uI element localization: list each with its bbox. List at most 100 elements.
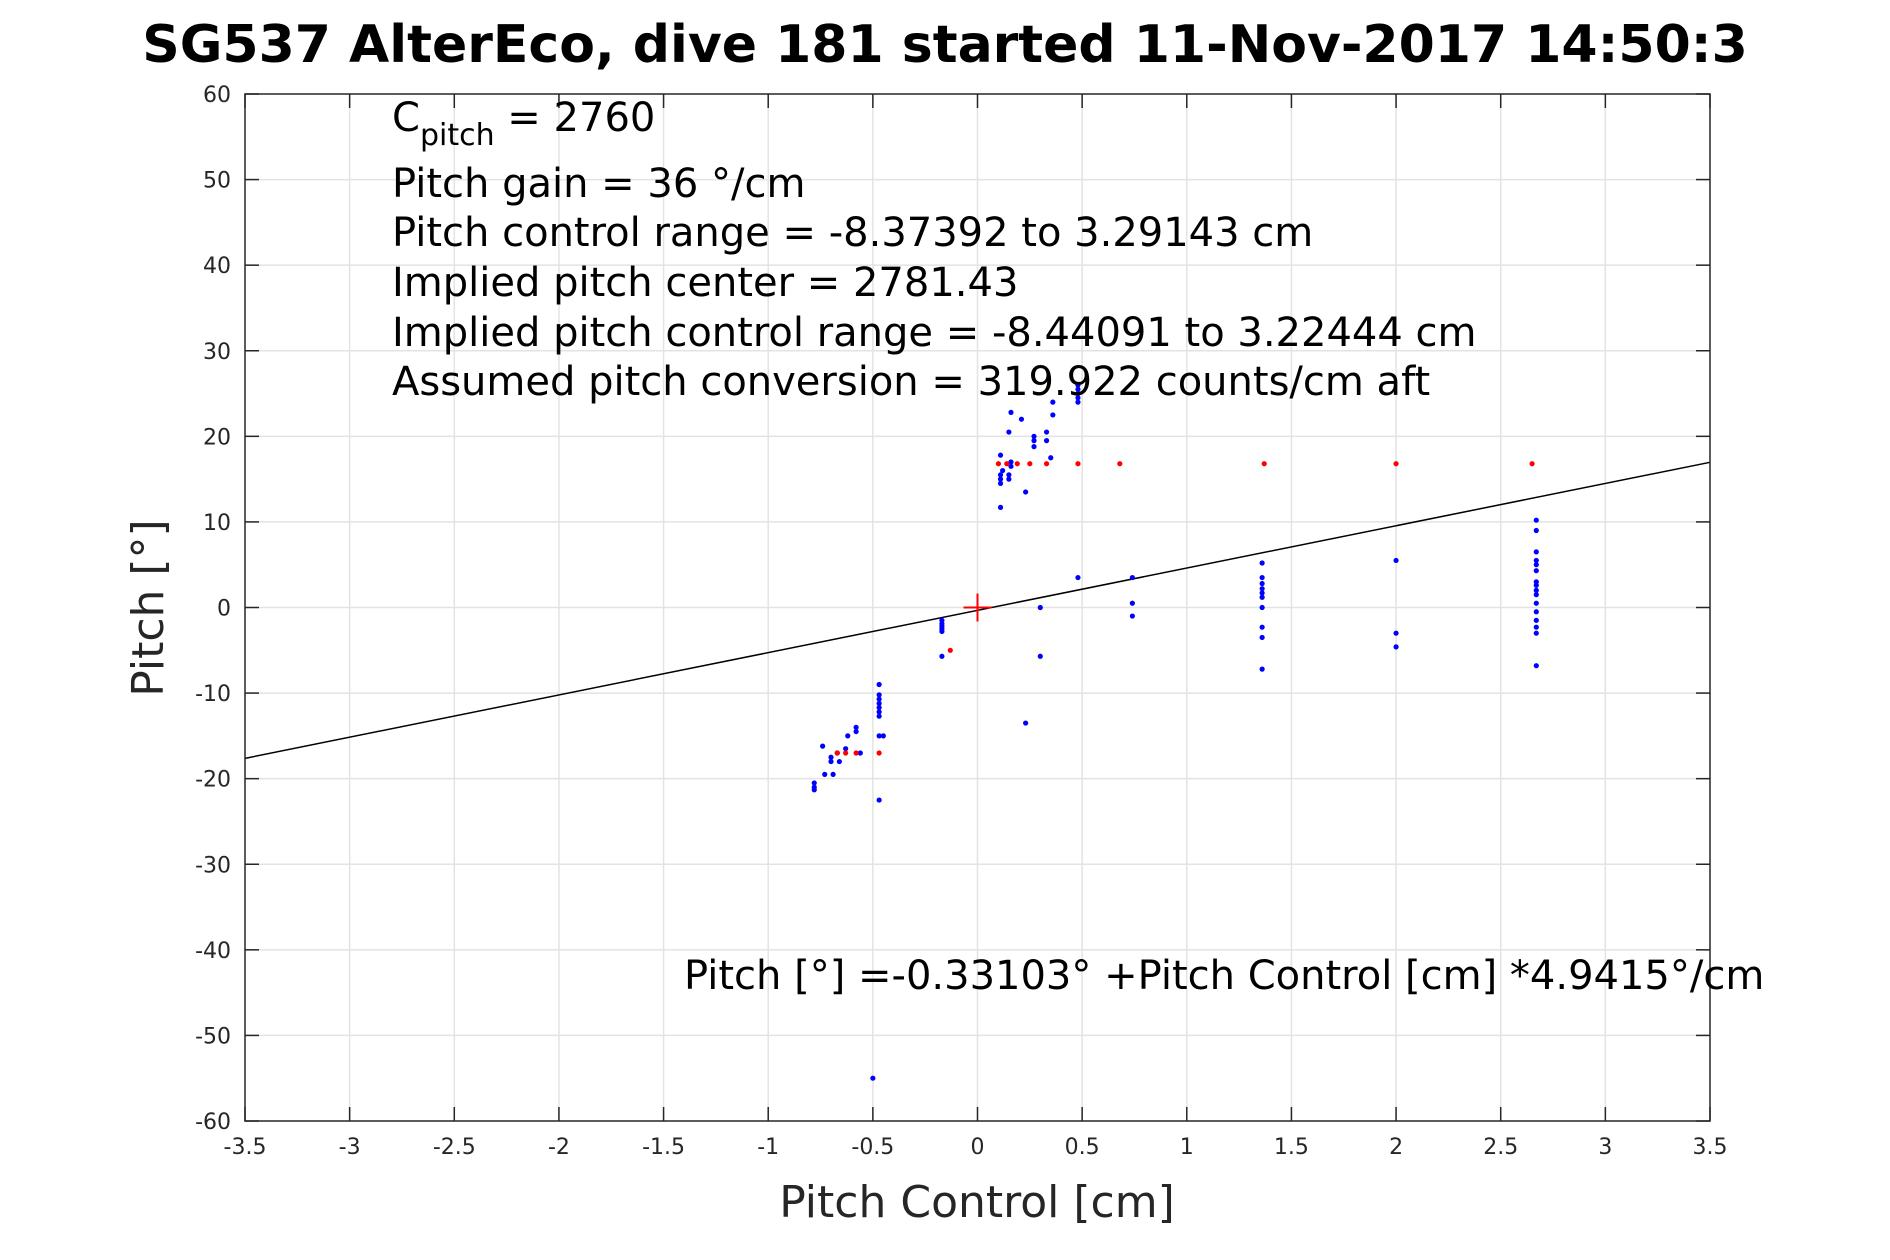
data-point <box>1533 549 1539 555</box>
data-point <box>1018 416 1025 422</box>
data-point <box>857 750 863 756</box>
data-point <box>1533 600 1539 606</box>
x-axis-ticks: -3.5 -3 -2.5 -2 -1.5 -1 -0.5 0 0.5 1 1.5 2 2.5 3 3.5 <box>224 94 1728 1160</box>
data-point <box>1259 634 1265 641</box>
data-point <box>1129 574 1135 581</box>
data-point <box>1031 444 1037 450</box>
data-point <box>1075 395 1081 401</box>
data-point <box>1259 594 1265 600</box>
data-point <box>1006 472 1012 478</box>
data-point <box>1014 461 1020 467</box>
x-axis-label: Pitch Control [cm] <box>779 1177 1175 1228</box>
x-tick-label: 2 <box>1389 1135 1403 1160</box>
data-point <box>876 750 882 756</box>
y-tick-label: -50 <box>195 1024 231 1049</box>
data-point <box>843 750 849 756</box>
data-point <box>1533 517 1539 523</box>
x-tick-label: -1.5 <box>642 1135 685 1160</box>
annotation-implied-range: Implied pitch control range = -8.44091 t… <box>392 310 1476 356</box>
center-marker-layer <box>963 593 992 622</box>
data-point <box>876 713 882 719</box>
data-point <box>1259 560 1265 566</box>
x-tick-label: 3.5 <box>1693 1135 1728 1160</box>
data-point <box>997 504 1004 510</box>
data-point <box>870 1075 876 1081</box>
data-point <box>1533 630 1539 636</box>
data-point <box>1533 592 1539 598</box>
data-point <box>1050 399 1056 405</box>
data-point <box>1117 461 1123 467</box>
data-point <box>1129 600 1135 606</box>
data-point <box>1533 582 1539 588</box>
data-point <box>947 647 953 653</box>
data-point <box>1259 624 1265 630</box>
x-tick-label: 0 <box>971 1135 985 1160</box>
y-tick-label: -20 <box>195 768 231 793</box>
series-1 <box>834 461 1535 756</box>
y-tick-label: 60 <box>203 83 231 108</box>
data-point <box>1050 412 1056 418</box>
data-point <box>876 692 882 698</box>
data-point <box>1075 382 1081 388</box>
data-point <box>997 480 1004 487</box>
x-tick-label: -2.5 <box>433 1135 476 1160</box>
data-point <box>1008 459 1014 465</box>
y-tick-label: 30 <box>203 340 231 365</box>
grid <box>245 94 1710 1121</box>
data-point <box>845 733 851 739</box>
y-tick-label: -60 <box>195 1110 231 1135</box>
data-point <box>811 780 817 786</box>
data-point <box>1037 653 1043 659</box>
data-point <box>1533 557 1539 564</box>
x-tick-label: -3 <box>339 1135 361 1160</box>
data-point <box>939 653 945 659</box>
data-point <box>1259 574 1265 581</box>
x-tick-label: 2.5 <box>1483 1135 1518 1160</box>
data-point <box>1048 455 1054 461</box>
data-points-layer <box>811 382 1539 1081</box>
data-point <box>1533 568 1539 574</box>
chart-title: SG537 AlterEco, dive 181 started 11-Nov-… <box>142 15 1748 75</box>
data-point <box>1259 604 1265 611</box>
data-point <box>880 733 886 739</box>
data-point <box>1075 574 1081 581</box>
data-point <box>843 746 849 752</box>
annotation-c-pitch: Cpitch = 2760 <box>392 95 655 153</box>
data-point <box>876 705 882 711</box>
data-point <box>1031 438 1037 444</box>
data-point <box>1043 461 1050 467</box>
annotation-block: Cpitch = 2760 Pitch gain = 36 °/cm Pitch… <box>392 95 1476 405</box>
fit-equation-label: Pitch [°] =-0.33103° +Pitch Control [cm]… <box>684 953 1764 999</box>
data-point <box>1000 467 1006 474</box>
x-tick-label: 0.5 <box>1065 1135 1100 1160</box>
data-point <box>1008 409 1014 415</box>
y-axis-label: Pitch [°] <box>123 519 174 696</box>
data-point <box>1259 590 1265 596</box>
y-tick-label: -40 <box>195 939 231 964</box>
data-point <box>1075 461 1081 467</box>
data-point <box>1043 438 1050 444</box>
data-point <box>1043 429 1050 435</box>
data-point <box>1393 644 1399 650</box>
y-tick-label: 50 <box>203 169 231 194</box>
data-point <box>1075 390 1081 397</box>
data-point <box>1259 586 1265 592</box>
data-point <box>1393 461 1399 467</box>
data-point <box>1006 429 1012 435</box>
data-point <box>939 628 945 635</box>
data-point <box>997 476 1004 482</box>
data-point <box>820 743 826 749</box>
data-point <box>1529 461 1535 467</box>
x-tick-label: -0.5 <box>851 1135 894 1160</box>
x-tick-label: -3.5 <box>224 1135 267 1160</box>
x-tick-label: 1.5 <box>1274 1135 1309 1160</box>
data-point <box>853 724 859 730</box>
data-point <box>1533 624 1539 630</box>
data-point <box>1533 562 1539 568</box>
data-point <box>834 750 840 756</box>
data-point <box>997 452 1004 458</box>
data-point <box>811 787 817 793</box>
data-point <box>853 750 859 756</box>
y-tick-label: 40 <box>203 254 231 279</box>
data-point <box>876 700 882 706</box>
